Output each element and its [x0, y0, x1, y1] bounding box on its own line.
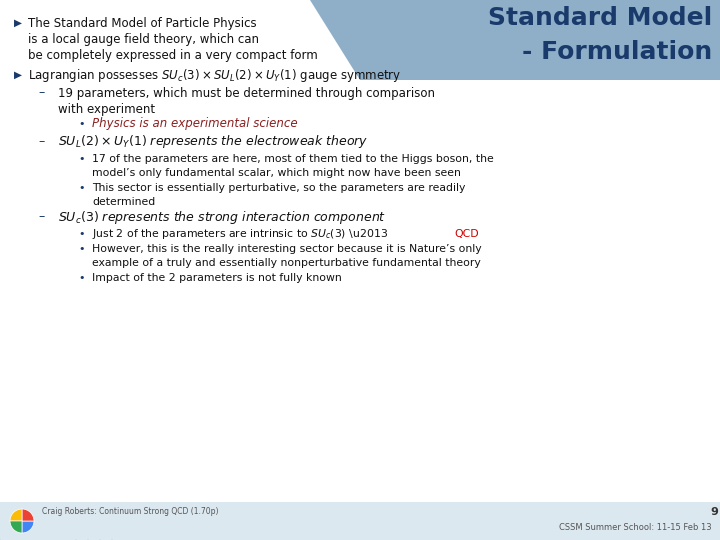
Text: CSSM Summer School: 11-15 Feb 13: CSSM Summer School: 11-15 Feb 13 [559, 523, 712, 532]
Text: Lagrangian possesses $SU_c(3)\times SU_L(2)\times U_Y(1)$ gauge symmetry: Lagrangian possesses $SU_c(3)\times SU_L… [28, 66, 402, 84]
Text: However, this is the really interesting sector because it is Nature’s only: However, this is the really interesting … [92, 244, 482, 254]
Text: model’s only fundamental scalar, which might now have been seen: model’s only fundamental scalar, which m… [92, 168, 461, 178]
Text: 9: 9 [710, 507, 718, 517]
Text: ▶: ▶ [14, 18, 22, 28]
Text: determined: determined [92, 197, 156, 207]
Text: –: – [39, 86, 45, 99]
Text: Standard Model: Standard Model [487, 6, 712, 30]
Text: with experiment: with experiment [58, 103, 155, 116]
Text: •: • [78, 183, 85, 193]
Text: •: • [78, 154, 85, 164]
Text: Physics is an experimental science: Physics is an experimental science [92, 118, 297, 131]
Wedge shape [22, 521, 34, 533]
Wedge shape [10, 521, 22, 533]
Text: $SU_c(3)$ represents the strong interaction component: $SU_c(3)$ represents the strong interact… [58, 208, 386, 226]
Text: Impact of the 2 parameters is not fully known: Impact of the 2 parameters is not fully … [92, 273, 342, 283]
Text: •: • [78, 119, 85, 129]
Text: –: – [39, 211, 45, 224]
Text: - Formulation: - Formulation [522, 40, 712, 64]
Text: $SU_L(2)\times U_Y(1)$ represents the electroweak theory: $SU_L(2)\times U_Y(1)$ represents the el… [58, 133, 369, 151]
Text: Just 2 of the parameters are intrinsic to $SU_c(3)$ \u2013: Just 2 of the parameters are intrinsic t… [92, 227, 389, 241]
Text: ▶: ▶ [14, 70, 22, 80]
Text: is a local gauge field theory, which can: is a local gauge field theory, which can [28, 32, 259, 45]
Text: 19 parameters, which must be determined through comparison: 19 parameters, which must be determined … [58, 86, 435, 99]
Bar [0, 502, 720, 540]
Text: Craig Roberts: Continuum Strong QCD (1.70p): Craig Roberts: Continuum Strong QCD (1.7… [42, 508, 218, 516]
Text: QCD: QCD [454, 229, 479, 239]
Text: •: • [78, 273, 85, 283]
Text: –: – [39, 136, 45, 148]
Polygon shape [310, 0, 720, 80]
Wedge shape [22, 509, 34, 521]
Text: •: • [78, 229, 85, 239]
Text: •: • [78, 244, 85, 254]
Text: be completely expressed in a very compact form: be completely expressed in a very compac… [28, 49, 318, 62]
Text: 17 of the parameters are here, most of them tied to the Higgs boson, the: 17 of the parameters are here, most of t… [92, 154, 494, 164]
Wedge shape [10, 509, 22, 521]
Text: The Standard Model of Particle Physics: The Standard Model of Particle Physics [28, 17, 256, 30]
Text: example of a truly and essentially nonperturbative fundamental theory: example of a truly and essentially nonpe… [92, 258, 481, 268]
Text: This sector is essentially perturbative, so the parameters are readily: This sector is essentially perturbative,… [92, 183, 465, 193]
